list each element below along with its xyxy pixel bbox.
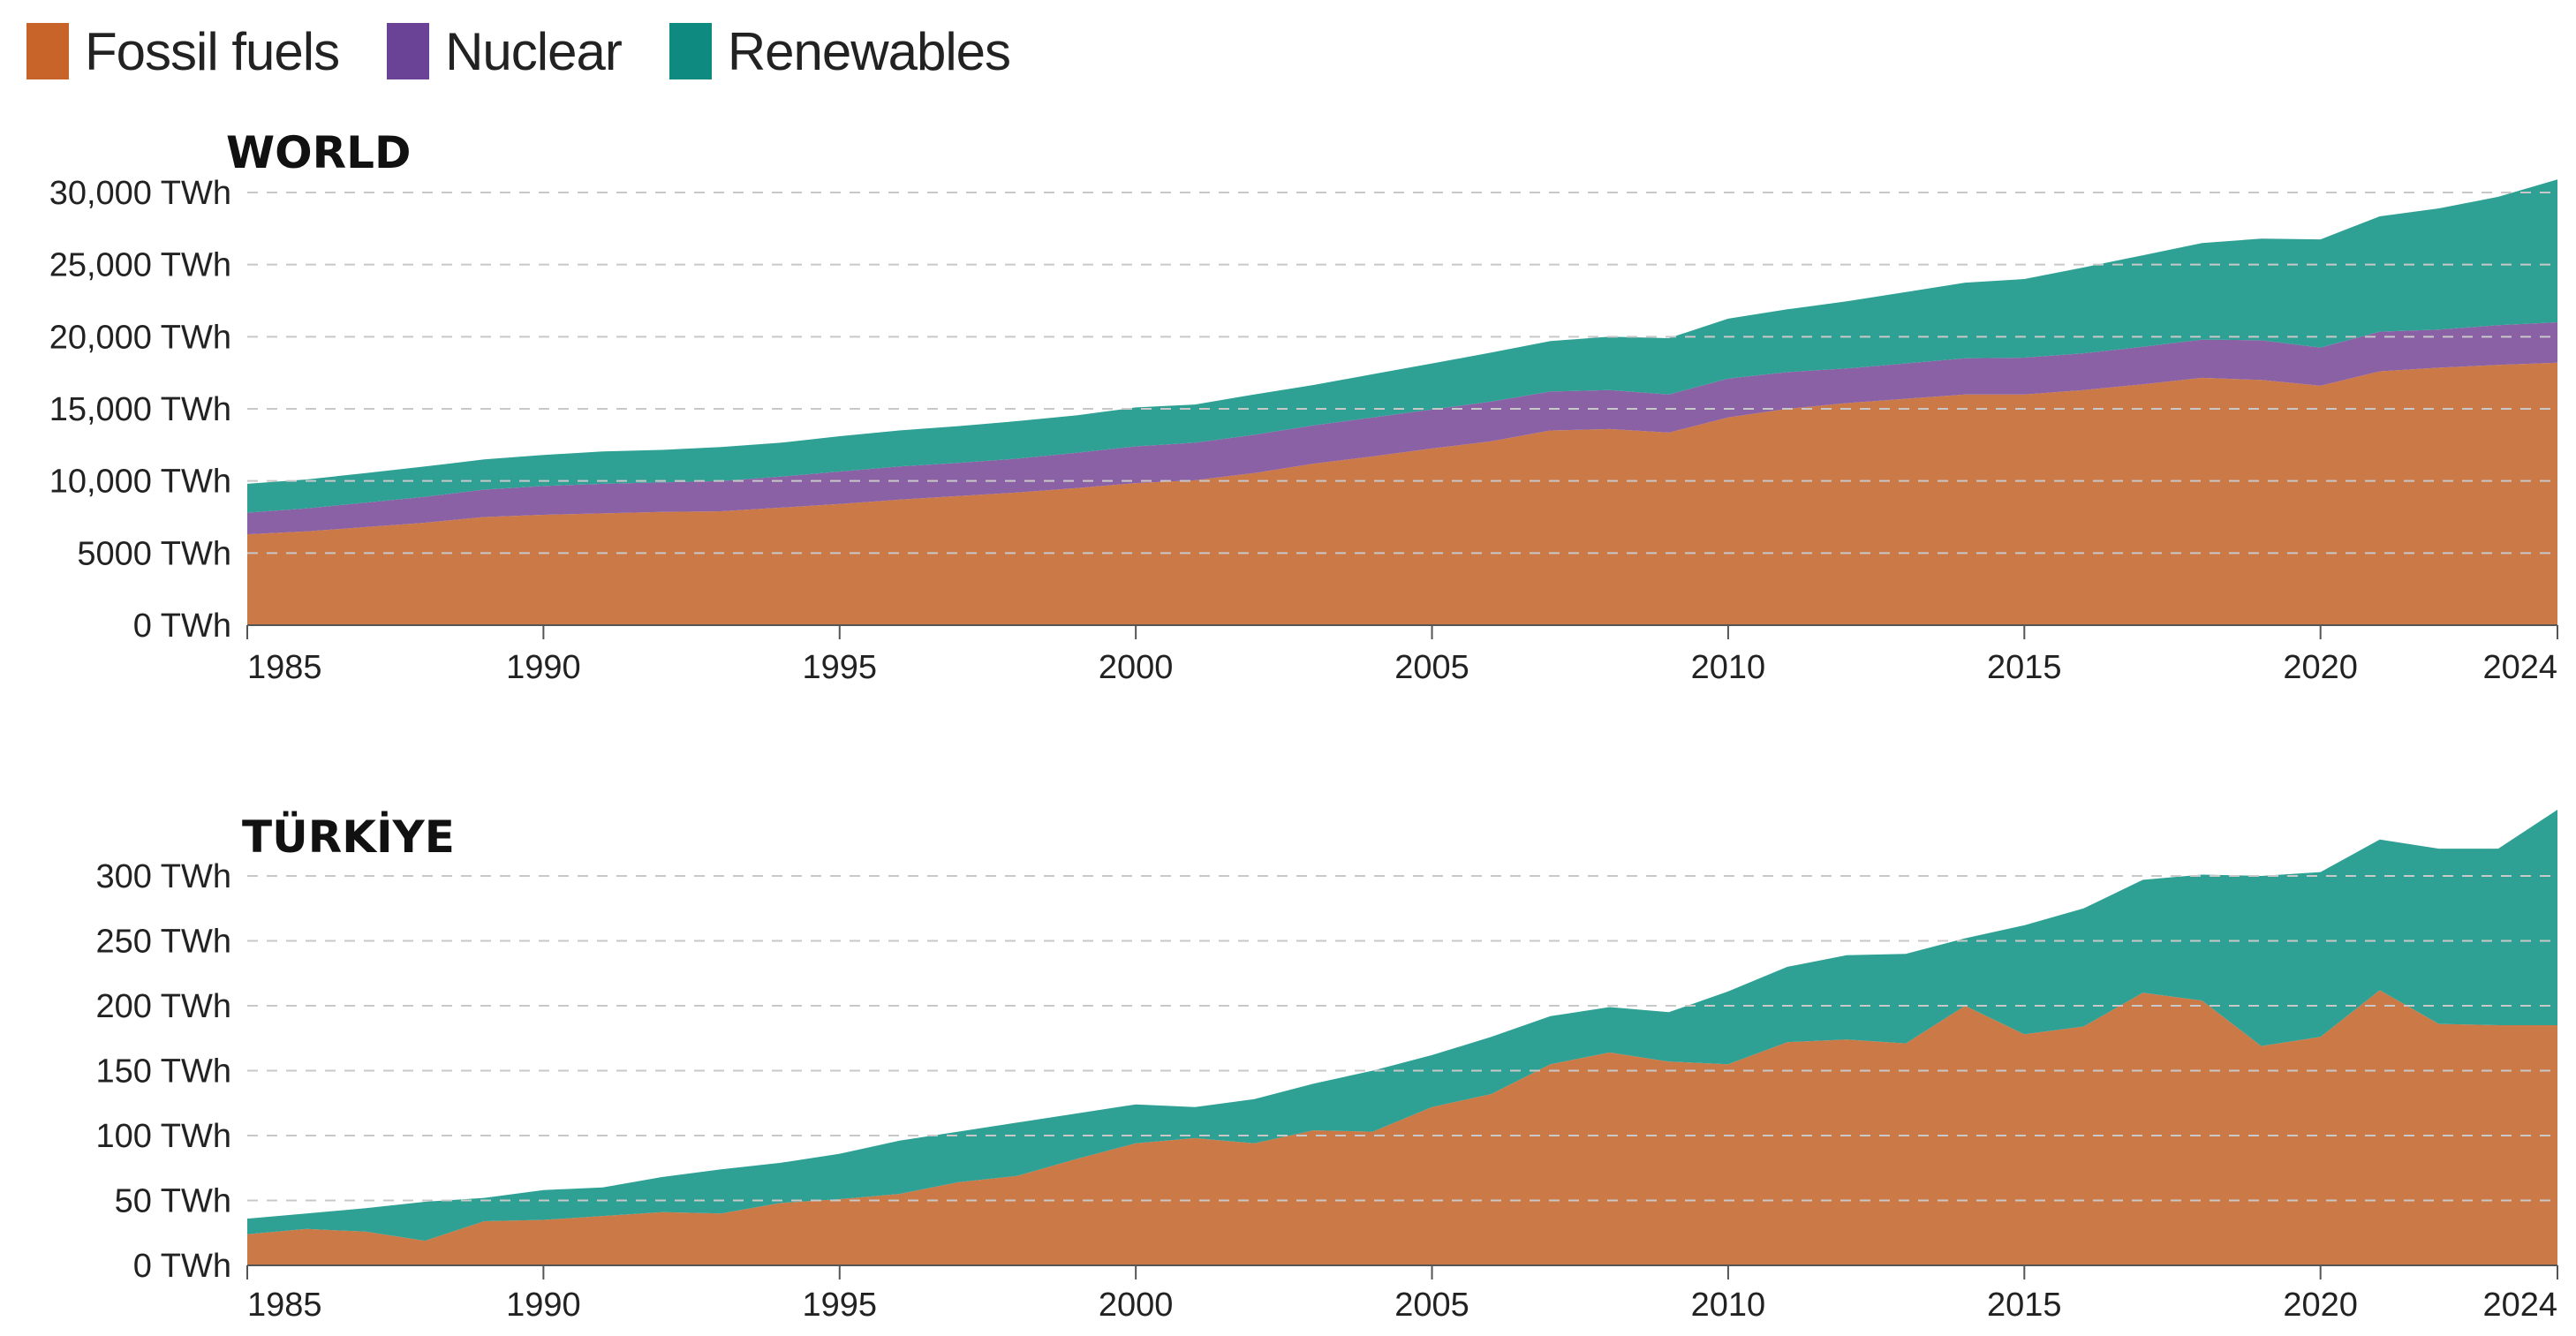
turkiye-chart-title: TÜRKİYE (242, 811, 455, 863)
legend-swatch-renewables (669, 23, 712, 79)
turkiye-x-tick-label: 2020 (2283, 1287, 2358, 1324)
world-x-tick-label: 1990 (506, 649, 581, 686)
turkiye-y-tick-label: 50 TWh (115, 1183, 231, 1220)
turkiye-y-tick-label: 250 TWh (96, 924, 231, 961)
world-x-tick-label: 1995 (802, 649, 877, 686)
legend-item-renewables[interactable]: Renewables (669, 21, 1011, 82)
turkiye-y-tick-label: 300 TWh (96, 858, 231, 895)
turkiye-x-tick-label: 2000 (1099, 1287, 1174, 1324)
turkiye-x-tick-label: 1985 (247, 1287, 322, 1324)
world-x-tick-label: 1985 (247, 649, 322, 686)
world-x-tick-label: 2010 (1691, 649, 1766, 686)
turkiye-y-tick-label: 0 TWh (133, 1248, 231, 1285)
legend-label-nuclear: Nuclear (445, 21, 623, 81)
world-y-tick-label: 15,000 TWh (49, 391, 231, 428)
legend-item-fossil-fuels[interactable]: Fossil fuels (26, 21, 340, 82)
turkiye-area-fossil-fuels (247, 990, 2557, 1265)
world-x-tick-label: 2015 (1987, 649, 2062, 686)
world-area-fossil-fuels (247, 362, 2557, 625)
world-x-tick-label: 2024 (2482, 649, 2557, 686)
turkiye-x-tick-label: 1990 (506, 1287, 581, 1324)
turkiye-x-tick-label: 1995 (802, 1287, 877, 1324)
legend-label-fossil-fuels: Fossil fuels (85, 21, 340, 81)
legend-swatch-nuclear (387, 23, 430, 79)
legend: Fossil fuels Nuclear Renewables (26, 19, 1058, 83)
turkiye-y-tick-label: 100 TWh (96, 1118, 231, 1155)
legend-label-renewables: Renewables (727, 21, 1011, 81)
world-chart: WORLD 0 TWh 5000 TWh 10,000 TWh 15,000 TWh 20… (49, 127, 2558, 686)
turkiye-x-tick-label: 2015 (1987, 1287, 2062, 1324)
turkiye-x-tick-label: 2024 (2482, 1287, 2557, 1324)
turkiye-y-tick-label: 200 TWh (96, 988, 231, 1025)
legend-swatch-fossil-fuels (26, 23, 69, 79)
world-y-tick-label: 5000 TWh (77, 535, 231, 572)
world-y-tick-label: 30,000 TWh (49, 175, 231, 212)
turkiye-x-tick-label: 2010 (1691, 1287, 1766, 1324)
world-chart-title: WORLD (226, 127, 412, 178)
world-y-tick-label: 25,000 TWh (49, 247, 231, 284)
world-y-tick-label: 0 TWh (133, 608, 231, 645)
world-x-tick-label: 2020 (2283, 649, 2358, 686)
world-area-renewables (247, 179, 2557, 513)
world-x-tick-label: 2005 (1394, 649, 1469, 686)
turkiye-y-tick-label: 150 TWh (96, 1053, 231, 1091)
legend-item-nuclear[interactable]: Nuclear (387, 21, 623, 82)
world-area-nuclear (247, 322, 2557, 535)
turkiye-x-tick-label: 2005 (1394, 1287, 1469, 1324)
world-x-tick-label: 2000 (1099, 649, 1174, 686)
world-y-tick-label: 20,000 TWh (49, 319, 231, 356)
world-y-tick-label: 10,000 TWh (49, 464, 231, 501)
turkiye-chart: TÜRKİYE 0 TWh 50 TWh 100 TWh 150 TWh 200 TWh 2… (96, 810, 2558, 1324)
